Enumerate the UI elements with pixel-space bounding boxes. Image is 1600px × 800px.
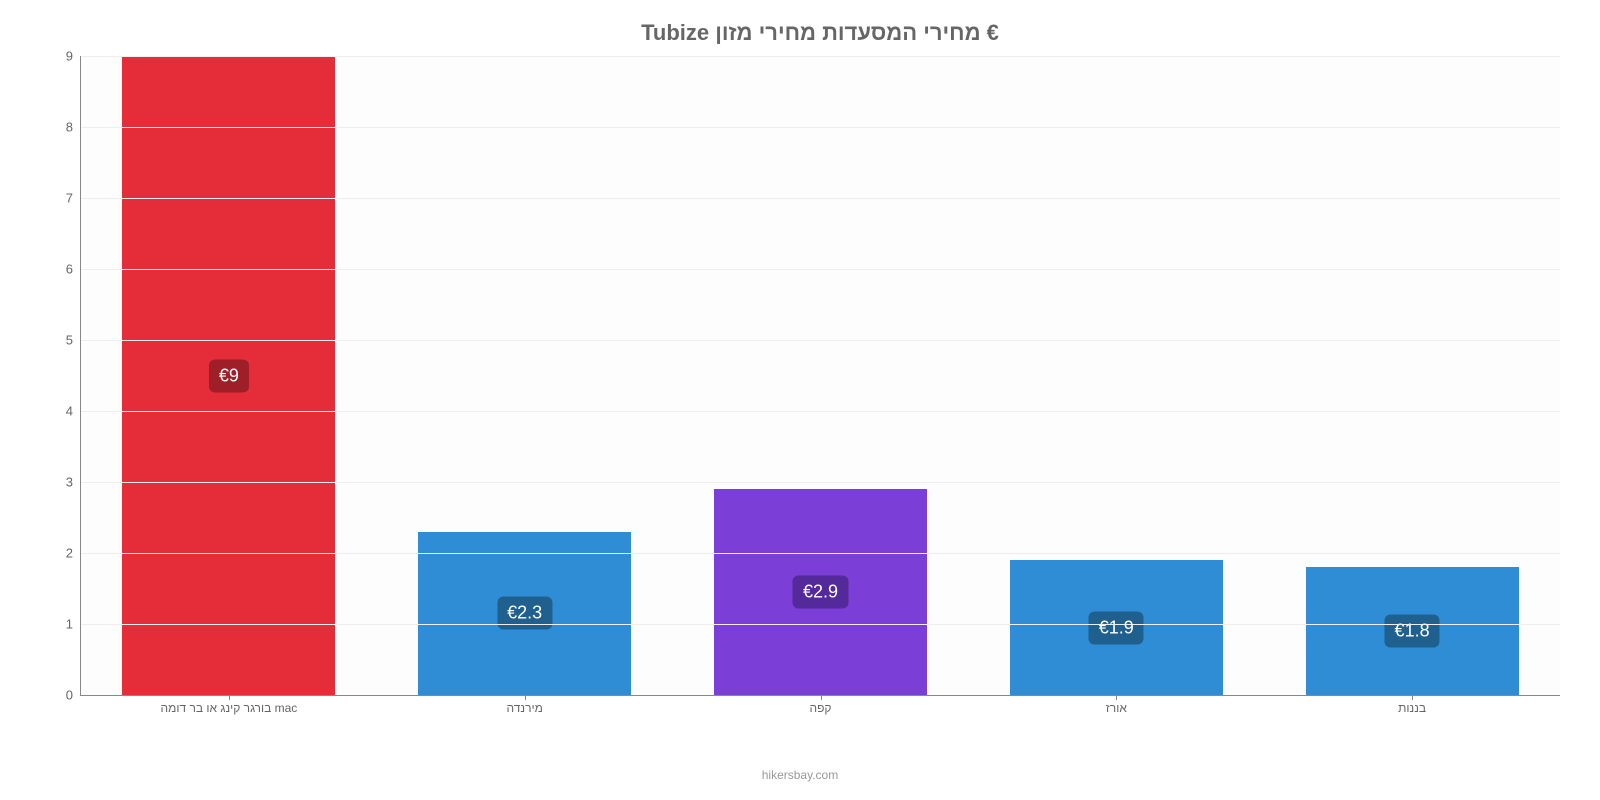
y-tick-label: 8 [66, 119, 81, 134]
x-tick [525, 695, 526, 700]
gridline [81, 56, 1560, 57]
x-axis-label: mac בורגר קינג או בר דומה [81, 701, 377, 715]
gridline [81, 553, 1560, 554]
y-tick-label: 9 [66, 49, 81, 64]
y-tick-label: 3 [66, 475, 81, 490]
y-tick-label: 7 [66, 190, 81, 205]
x-tick [821, 695, 822, 700]
gridline [81, 198, 1560, 199]
bar-slot: €1.9 [968, 56, 1264, 695]
bars-group: €9 €2.3 €2.9 €1.9 €1.8 [81, 56, 1560, 695]
value-badge: €1.9 [1089, 611, 1144, 644]
y-tick-label: 2 [66, 546, 81, 561]
x-axis-label: מירנדה [377, 701, 673, 715]
value-badge: €1.8 [1385, 615, 1440, 648]
x-tick [1116, 695, 1117, 700]
chart-title: € מחירי המסעדות מחירי מזון Tubize [80, 20, 1560, 46]
y-tick-label: 5 [66, 332, 81, 347]
plot-area: €9€2.3€2.9€1.9€1.8 mac בורגר קינג או בר … [80, 56, 1560, 696]
bar: €9 [122, 56, 335, 695]
x-tick [229, 695, 230, 700]
attribution-text: hikersbay.com [0, 768, 1600, 782]
value-badge: €9 [209, 359, 249, 392]
chart-container: € מחירי המסעדות מחירי מזון Tubize €9 €2.3… [0, 0, 1600, 800]
gridline [81, 269, 1560, 270]
y-tick-label: 4 [66, 404, 81, 419]
bar: €1.8 [1306, 567, 1519, 695]
y-tick-label: 0 [66, 688, 81, 703]
gridline [81, 411, 1560, 412]
gridline [81, 340, 1560, 341]
gridline [81, 482, 1560, 483]
x-axis-label: אורז [968, 701, 1264, 715]
bar: €1.9 [1010, 560, 1223, 695]
x-tick [1412, 695, 1413, 700]
bar: €2.3 [418, 532, 631, 695]
bar-slot: €2.3 [377, 56, 673, 695]
bar-slot: €1.8 [1264, 56, 1560, 695]
gridline [81, 624, 1560, 625]
x-axis-labels: mac בורגר קינג או בר דומהמירנדהקפהאורזבנ… [81, 701, 1560, 715]
value-badge: €2.9 [793, 576, 848, 609]
y-tick-label: 1 [66, 616, 81, 631]
y-tick-label: 6 [66, 262, 81, 277]
x-axis-label: בננות [1264, 701, 1560, 715]
bar: €2.9 [714, 489, 927, 695]
gridline [81, 127, 1560, 128]
bar-slot: €9 [81, 56, 377, 695]
bar-slot: €2.9 [673, 56, 969, 695]
x-axis-label: קפה [673, 701, 969, 715]
